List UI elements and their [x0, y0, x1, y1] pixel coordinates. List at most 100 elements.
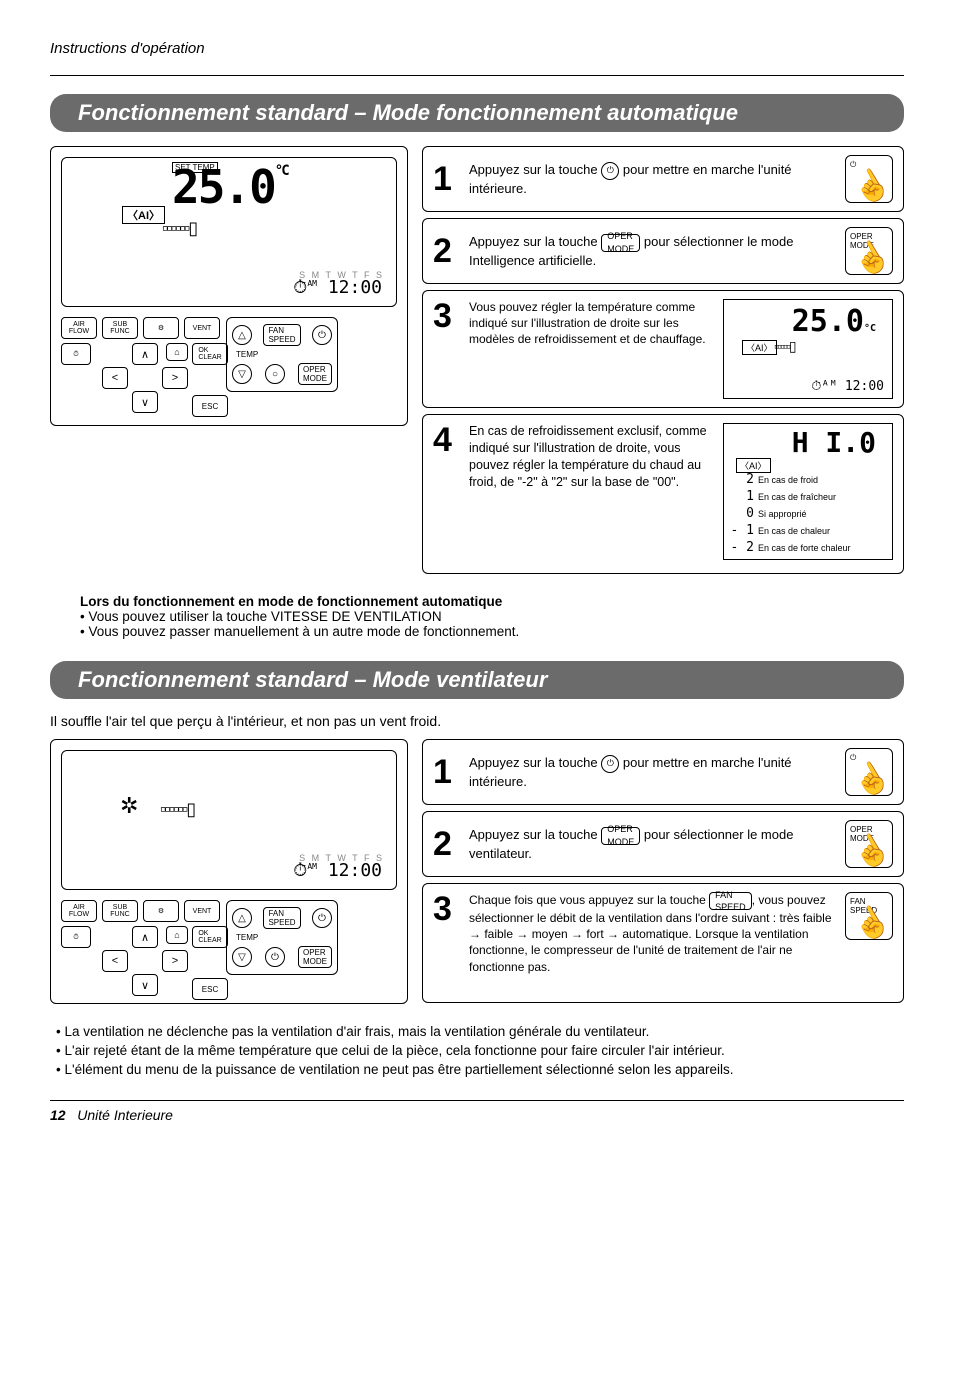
step-num: 2 [433, 234, 459, 268]
oper-mode-button[interactable]: OPERMODE [298, 946, 332, 968]
down-button[interactable]: ∨ [132, 391, 158, 413]
ok-clear-button[interactable]: OKCLEAR [192, 343, 228, 365]
temp-up-button[interactable]: △ [232, 325, 252, 345]
right-button[interactable]: > [162, 950, 188, 972]
hand-fan-icon: FANSPEED [845, 892, 893, 940]
steps-col-2: 1 Appuyez sur la touche ⏻ pour mettre en… [422, 739, 904, 1009]
scale-reading: H I.0 [792, 426, 876, 459]
home-button[interactable]: ⌂ [166, 926, 188, 944]
side-cluster: △ FANSPEED ⏻ TEMP ▽ ○ OPERMODE [226, 317, 338, 392]
oper-mode-icon: OPERMODE [601, 827, 640, 845]
lcd-time: ⏱AM 12:00 [293, 860, 382, 881]
mini-time: ⏱ᴬᴹ 12:00 [811, 379, 884, 394]
step-text: Appuyez sur la touche OPERMODE pour séle… [469, 826, 835, 862]
step-text: Appuyez sur la touche ⏻ pour mettre en m… [469, 754, 835, 790]
step-text: Chaque fois que vous appuyez sur la touc… [469, 892, 835, 975]
settings-button[interactable]: ⚙ [143, 900, 179, 922]
step-text: En cas de refroidissement exclusif, comm… [469, 423, 713, 491]
sub-func-button[interactable]: SUBFUNC [102, 317, 138, 339]
step-text: Appuyez sur la touche OPERMODE pour séle… [469, 233, 835, 269]
hand-oper-icon: OPERMODE [845, 227, 893, 275]
center-button[interactable]: ○ [265, 364, 285, 384]
page-footer: 12 Unité Interieure [50, 1100, 904, 1123]
note-line: • Vous pouvez passer manuellement à un a… [80, 624, 904, 639]
mini-lcd-1: 25.0°C 〈AI〉 ▫▫▫▫▫▯ ⏱ᴬᴹ 12:00 [723, 299, 893, 399]
temp-down-button[interactable]: ▽ [232, 364, 252, 384]
up-button[interactable]: ∧ [132, 343, 158, 365]
hand-oper-icon: OPERMODE [845, 820, 893, 868]
remote-button-area-2: AIRFLOW SUBFUNC ⚙ VENT ⏱ ∧ < > ∨ ⌂ OKCLE… [61, 900, 397, 1016]
power-button[interactable]: ⏻ [312, 908, 332, 928]
lcd-temp: 25.0°C [172, 164, 288, 210]
remote-lcd: SET TEMP 25.0°C 〈AI〉 ▫▫▫▫▫▫▯ S M T W T F… [61, 157, 397, 307]
timer-button[interactable]: ⏱ [61, 926, 91, 948]
esc-button[interactable]: ESC [192, 395, 228, 417]
mini-temp: 25.0°C [792, 304, 876, 339]
header-rule [50, 75, 904, 76]
lcd-bars: ▫▫▫▫▫▫▯ [160, 799, 194, 820]
fan-speed-icon: FANSPEED [709, 892, 752, 910]
remote-button-area: AIRFLOW SUBFUNC ⚙ VENT ⏱ ∧ < > ∨ ⌂ OKCLE… [61, 317, 397, 433]
step-num: 3 [433, 299, 459, 333]
step-num: 1 [433, 755, 459, 789]
oper-mode-icon: OPERMODE [601, 234, 640, 252]
footer-title: Unité Interieure [77, 1107, 173, 1123]
esc-button[interactable]: ESC [192, 978, 228, 1000]
mini-bars: ▫▫▫▫▫▯ [774, 338, 795, 355]
note-block-1: Lors du fonctionnement en mode de foncti… [80, 594, 904, 639]
step-3: 3 Vous pouvez régler la température comm… [422, 290, 904, 408]
lcd-time: ⏱AM 12:00 [293, 277, 382, 298]
step-num: 2 [433, 827, 459, 861]
power-button[interactable]: ⏻ [312, 325, 332, 345]
fan-speed-button[interactable]: FANSPEED [263, 324, 300, 346]
bullet-line: • L'air rejeté étant de la même températ… [56, 1042, 904, 1061]
oper-mode-button[interactable]: OPERMODE [298, 363, 332, 385]
temp-label: TEMP [232, 350, 332, 359]
right-button[interactable]: > [162, 367, 188, 389]
up-button[interactable]: ∧ [132, 926, 158, 948]
vent-button[interactable]: VENT [184, 317, 220, 339]
left-button[interactable]: < [102, 367, 128, 389]
bullet-line: • L'élément du menu de la puissance de v… [56, 1061, 904, 1080]
section-1-layout: SET TEMP 25.0°C 〈AI〉 ▫▫▫▫▫▫▯ S M T W T F… [50, 146, 904, 580]
vent-button[interactable]: VENT [184, 900, 220, 922]
air-flow-button[interactable]: AIRFLOW [61, 317, 97, 339]
side-cluster: △ FANSPEED ⏻ TEMP ▽ ⏻ OPERMODE [226, 900, 338, 975]
page-number: 12 [50, 1107, 66, 1123]
section-2-title: Fonctionnement standard – Mode ventilate… [50, 661, 904, 699]
home-button[interactable]: ⌂ [166, 343, 188, 361]
note-title: Lors du fonctionnement en mode de foncti… [80, 594, 904, 609]
nav-cluster: ∧ < > ∨ ⌂ OKCLEAR ESC [96, 926, 216, 1016]
left-button[interactable]: < [102, 950, 128, 972]
page-header: Instructions d'opération [50, 40, 904, 57]
step-text: Appuyez sur la touche ⏻ pour mettre en m… [469, 161, 835, 197]
steps-col-1: 1 Appuyez sur la touche ⏻ pour mettre en… [422, 146, 904, 580]
power-icon: ⏻ [601, 755, 619, 773]
step-text: Vous pouvez régler la température comme … [469, 299, 713, 348]
scale-ai: 〈AI〉 [736, 458, 771, 473]
section-2-intro: Il souffle l'air tel que perçu à l'intér… [50, 713, 904, 729]
down-button[interactable]: ∨ [132, 974, 158, 996]
step-num: 1 [433, 162, 459, 196]
nav-cluster: ∧ < > ∨ ⌂ OKCLEAR ESC [96, 343, 216, 433]
ok-clear-button[interactable]: OKCLEAR [192, 926, 228, 948]
step-1b: 1 Appuyez sur la touche ⏻ pour mettre en… [422, 739, 904, 805]
scale-box: H I.0 〈AI〉 2En cas de froid 1En cas de f… [723, 423, 893, 560]
sub-func-button[interactable]: SUBFUNC [102, 900, 138, 922]
power-icon: ⏻ [601, 162, 619, 180]
air-flow-button[interactable]: AIRFLOW [61, 900, 97, 922]
hand-power-icon: ⏻ [845, 748, 893, 796]
section-1-title: Fonctionnement standard – Mode fonctionn… [50, 94, 904, 132]
remote-lcd-2: ✲ ▫▫▫▫▫▫▯ S M T W T F S ⏱AM 12:00 [61, 750, 397, 890]
temp-down-button[interactable]: ▽ [232, 947, 252, 967]
temp-label: TEMP [232, 933, 332, 942]
temp-up-button[interactable]: △ [232, 908, 252, 928]
fan-speed-button[interactable]: FANSPEED [263, 907, 300, 929]
step-4: 4 En cas de refroidissement exclusif, co… [422, 414, 904, 574]
section-2-layout: ✲ ▫▫▫▫▫▫▯ S M T W T F S ⏱AM 12:00 AIRFLO… [50, 739, 904, 1009]
remote-illustration-1: SET TEMP 25.0°C 〈AI〉 ▫▫▫▫▫▫▯ S M T W T F… [50, 146, 408, 426]
center-button[interactable]: ⏻ [265, 947, 285, 967]
timer-button[interactable]: ⏱ [61, 343, 91, 365]
note-line: • Vous pouvez utiliser la touche VITESSE… [80, 609, 904, 624]
settings-button[interactable]: ⚙ [143, 317, 179, 339]
